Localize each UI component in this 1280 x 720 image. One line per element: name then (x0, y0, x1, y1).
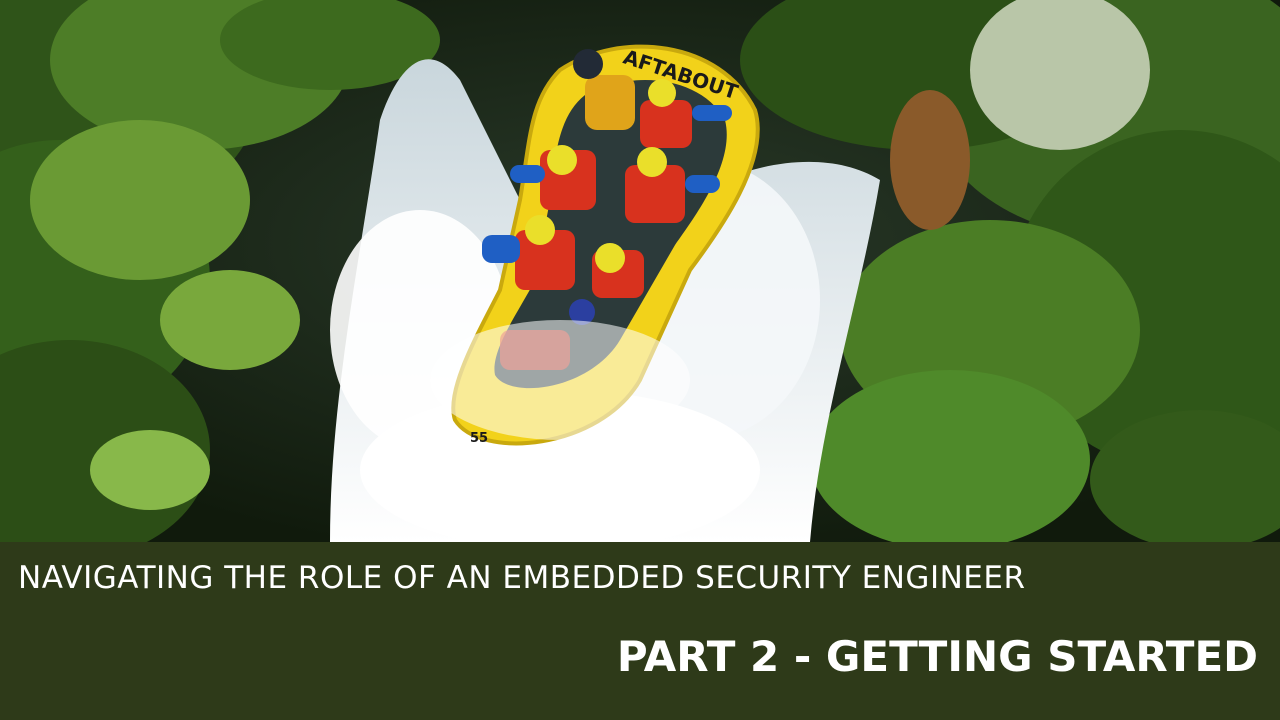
part-title: PART 2 - GETTING STARTED (616, 632, 1258, 681)
raft-number-text: 55 (470, 431, 488, 446)
guide (573, 49, 635, 130)
rafter-3 (625, 147, 720, 223)
series-subtitle: NAVIGATING THE ROLE OF AN EMBEDDED SECUR… (18, 560, 1026, 596)
foreground-spray (430, 320, 690, 440)
title-banner: NAVIGATING THE ROLE OF AN EMBEDDED SECUR… (0, 542, 1280, 720)
rafting-illustration: AFTABOUT 55 (0, 0, 1280, 542)
right-foliage (740, 0, 1280, 542)
rafting-photo: AFTABOUT 55 (0, 0, 1280, 542)
rafter-2 (510, 145, 596, 210)
rafter-4 (482, 215, 575, 290)
rafter-5 (592, 243, 644, 298)
left-foliage (0, 0, 440, 542)
rafter-1 (640, 79, 732, 148)
